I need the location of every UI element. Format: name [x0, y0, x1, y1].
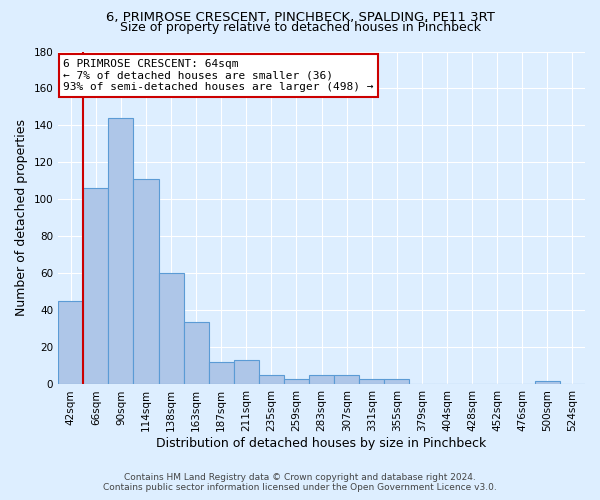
Y-axis label: Number of detached properties: Number of detached properties — [15, 120, 28, 316]
Bar — [158, 274, 184, 384]
Bar — [209, 362, 234, 384]
Bar — [284, 379, 309, 384]
Bar — [133, 179, 158, 384]
Text: 6, PRIMROSE CRESCENT, PINCHBECK, SPALDING, PE11 3RT: 6, PRIMROSE CRESCENT, PINCHBECK, SPALDIN… — [106, 11, 494, 24]
Bar — [535, 381, 560, 384]
Text: Size of property relative to detached houses in Pinchbeck: Size of property relative to detached ho… — [119, 21, 481, 34]
Bar — [359, 379, 385, 384]
Bar — [259, 375, 284, 384]
Text: Contains HM Land Registry data © Crown copyright and database right 2024.
Contai: Contains HM Land Registry data © Crown c… — [103, 473, 497, 492]
Bar — [83, 188, 109, 384]
Bar — [234, 360, 259, 384]
X-axis label: Distribution of detached houses by size in Pinchbeck: Distribution of detached houses by size … — [157, 437, 487, 450]
Bar — [334, 375, 359, 384]
Bar — [109, 118, 133, 384]
Bar — [385, 379, 409, 384]
Bar — [184, 322, 209, 384]
Bar — [58, 301, 83, 384]
Text: 6 PRIMROSE CRESCENT: 64sqm
← 7% of detached houses are smaller (36)
93% of semi-: 6 PRIMROSE CRESCENT: 64sqm ← 7% of detac… — [63, 59, 374, 92]
Bar — [309, 375, 334, 384]
